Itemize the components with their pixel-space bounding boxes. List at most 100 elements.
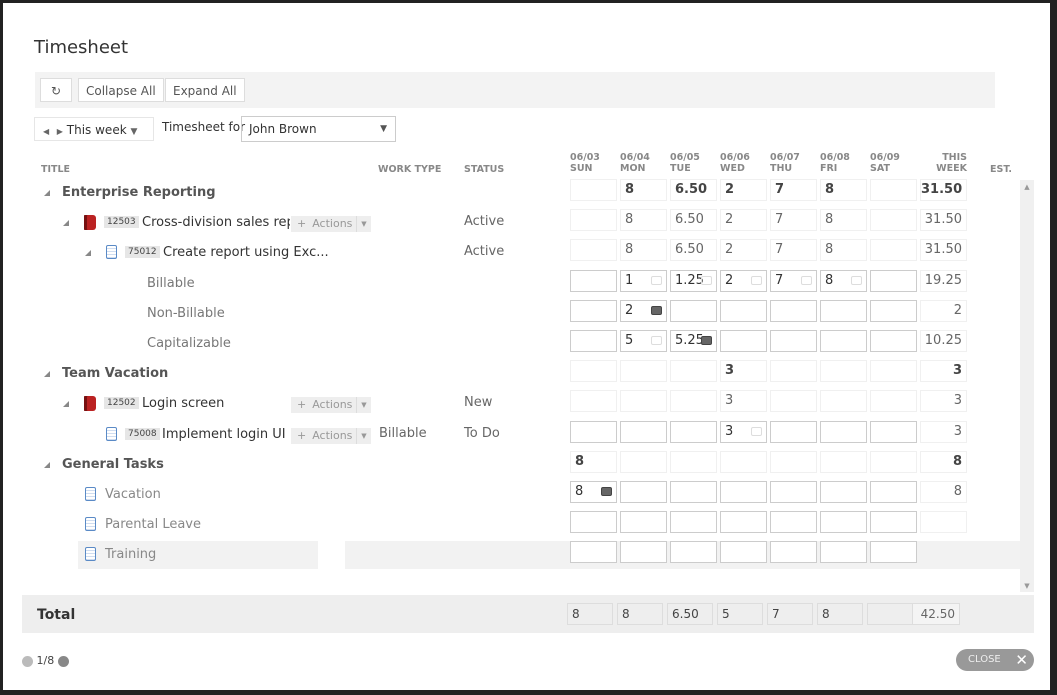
hours-cell[interactable] [770, 330, 817, 352]
hours-cell[interactable] [770, 541, 817, 564]
collapse-toggle[interactable] [44, 371, 50, 378]
hours-cell[interactable] [870, 541, 917, 564]
item-title[interactable]: Cross-division sales rep… [142, 215, 290, 231]
user-select[interactable]: John Brown ▼ [241, 116, 396, 142]
collapse-toggle[interactable] [63, 401, 69, 408]
hours-cell[interactable] [820, 299, 867, 322]
item-title[interactable]: Login screen [142, 396, 225, 412]
comment-icon[interactable] [701, 336, 712, 345]
comment-icon[interactable] [651, 305, 662, 315]
comment-icon[interactable] [751, 275, 762, 285]
hours-cell[interactable] [620, 511, 667, 534]
hours-cell[interactable] [870, 269, 917, 292]
comment-icon[interactable] [751, 426, 762, 436]
task-title[interactable]: Implement login UI [162, 426, 286, 442]
next-week-icon[interactable]: ▶ [56, 127, 63, 136]
hours-cell[interactable]: 8 [570, 481, 617, 503]
scrollbar[interactable]: ▲ ▼ [1020, 180, 1034, 592]
next-page-icon[interactable] [57, 655, 69, 667]
hours-cell: 3 [720, 360, 767, 383]
hours-cell[interactable] [720, 330, 767, 352]
hours-cell[interactable] [670, 541, 717, 564]
week-selector[interactable]: ◀ ▶ This week ▼ [34, 117, 154, 141]
task-title[interactable]: Create report using Exc... [163, 245, 329, 261]
hours-cell[interactable] [670, 420, 717, 443]
hours-cell[interactable] [870, 511, 917, 534]
hours-cell[interactable] [870, 481, 917, 503]
hours-cell[interactable] [820, 481, 867, 503]
refresh-button[interactable]: ↻ [40, 78, 72, 102]
hours-cell[interactable]: 5 [620, 330, 667, 352]
hours-cell[interactable]: 2 [720, 269, 767, 292]
hours-cell[interactable] [820, 511, 867, 534]
prev-week-icon[interactable]: ◀ [43, 127, 50, 136]
hours-cell [720, 450, 767, 473]
hours-cell[interactable] [770, 420, 817, 443]
hours-cell[interactable] [820, 330, 867, 352]
book-icon [84, 215, 96, 231]
hours-cell[interactable]: 2 [620, 299, 667, 322]
hours-cell[interactable] [570, 330, 617, 352]
expand-all-button[interactable]: Expand All [165, 78, 245, 102]
hours-cell[interactable] [570, 299, 617, 322]
hours-cell: 7 [770, 239, 817, 262]
hours-cell[interactable] [570, 541, 617, 564]
hours-cell[interactable] [720, 299, 767, 322]
hours-cell[interactable] [670, 481, 717, 503]
hours-cell[interactable] [770, 511, 817, 534]
comment-icon[interactable] [801, 275, 812, 285]
comment-icon[interactable] [701, 275, 712, 285]
hours-cell[interactable] [870, 420, 917, 443]
hours-cell[interactable] [620, 541, 667, 564]
collapse-all-button[interactable]: Collapse All [78, 78, 164, 102]
actions-button[interactable]: + Actions ▼ [291, 427, 371, 444]
collapse-toggle[interactable] [44, 461, 50, 468]
hours-cell [670, 360, 717, 383]
hours-cell[interactable]: 8 [820, 269, 867, 292]
collapse-toggle[interactable] [44, 190, 50, 196]
general-task-title[interactable]: Training [105, 547, 157, 563]
hours-cell[interactable] [820, 420, 867, 443]
close-button[interactable]: CLOSE ✕ [956, 649, 1034, 671]
actions-button[interactable]: + Actions ▼ [291, 397, 371, 414]
prev-page-icon[interactable] [22, 655, 33, 667]
actions-button[interactable]: + Actions ▼ [291, 216, 371, 233]
comment-icon[interactable] [651, 336, 662, 345]
col-this-week: THIS WEEK [936, 152, 967, 174]
col-title: TITLE [41, 164, 71, 175]
hours-cell[interactable] [670, 299, 717, 322]
collapse-toggle[interactable] [63, 220, 69, 227]
hours-cell[interactable]: 1 [620, 269, 667, 292]
hours-cell[interactable] [770, 299, 817, 322]
scroll-up-icon[interactable]: ▲ [1024, 183, 1030, 191]
hours-cell[interactable] [870, 330, 917, 352]
hours-cell[interactable] [670, 511, 717, 534]
collapse-toggle[interactable] [85, 250, 91, 257]
hours-cell[interactable] [570, 511, 617, 534]
hours-cell[interactable] [870, 299, 917, 322]
general-task-title[interactable]: Parental Leave [105, 517, 201, 533]
hours-cell[interactable]: 1.25 [670, 269, 717, 292]
comment-icon[interactable] [601, 487, 612, 496]
hours-cell[interactable]: 3 [720, 420, 767, 443]
hours-cell[interactable]: 7 [770, 269, 817, 292]
comment-icon[interactable] [851, 275, 862, 285]
hours-cell[interactable] [720, 511, 767, 534]
hours-cell[interactable] [570, 269, 617, 292]
hours-cell[interactable] [720, 541, 767, 564]
hours-cell[interactable]: 5.25 [670, 330, 717, 352]
hours-cell: 8 [820, 239, 867, 262]
hours-cell[interactable] [720, 481, 767, 503]
task-icon [85, 547, 96, 562]
work-type-row-label: Capitalizable [147, 336, 231, 351]
hours-cell[interactable] [620, 481, 667, 503]
hours-cell[interactable] [820, 541, 867, 564]
hours-cell[interactable] [620, 420, 667, 443]
hours-cell[interactable] [770, 481, 817, 503]
scroll-down-icon[interactable]: ▼ [1024, 582, 1030, 590]
general-task-title[interactable]: Vacation [105, 487, 161, 502]
group-title: Enterprise Reporting [62, 185, 216, 200]
hours-cell: 6.50 [670, 209, 717, 232]
comment-icon[interactable] [651, 275, 662, 285]
hours-cell[interactable] [570, 420, 617, 443]
